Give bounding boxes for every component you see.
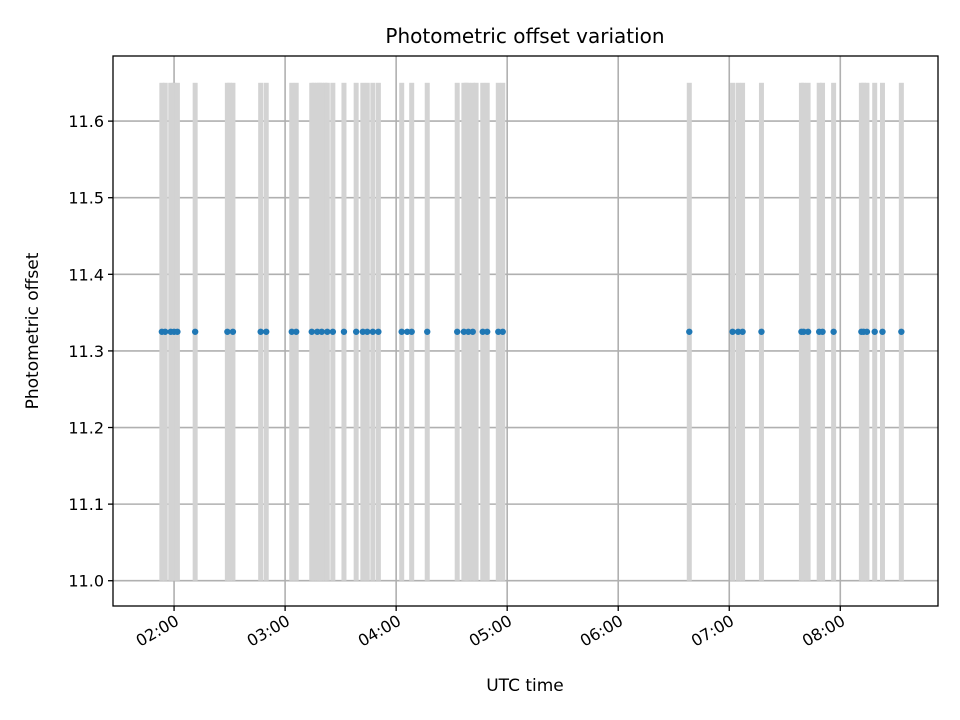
data-point [408,328,415,335]
y-axis-ticks: 11.0 11.1 11.2 11.3 11.4 11.5 11.6 [68,112,113,591]
data-point [871,328,878,335]
observation-band [473,82,479,581]
data-point [819,328,826,335]
y-tick-label: 11.3 [68,342,104,361]
data-point [483,328,491,335]
grid-lines [113,56,938,606]
data-point [224,328,231,335]
y-tick-label: 11.5 [68,189,104,208]
data-point [191,328,199,335]
observation-bands [159,82,904,581]
data-point [739,328,746,335]
y-tick-label: 11.0 [68,572,104,591]
data-point [758,328,765,335]
data-points [158,328,905,335]
data-point [465,328,472,335]
y-axis-label: Photometric offset [23,252,43,409]
data-point [288,328,295,335]
x-tick-label: 07:00 [688,611,737,651]
data-point [293,328,300,335]
y-tick-label: 11.1 [68,495,104,514]
x-axis-ticks: 02:00 03:00 04:00 05:00 06:00 07:00 08:00 [133,606,848,651]
data-point [729,328,736,335]
y-tick-label: 11.2 [68,419,104,438]
data-point [314,328,321,335]
data-point [369,328,377,335]
data-point [804,328,812,335]
data-point [308,328,315,335]
data-point [460,328,468,335]
x-tick-label: 02:00 [133,611,182,651]
data-point [479,328,486,335]
chart-title: Photometric offset variation [385,24,664,48]
data-point [161,328,169,335]
data-point [898,328,905,335]
data-point [495,328,502,335]
data-point [879,328,886,335]
data-point [229,328,237,335]
data-point [800,328,807,335]
data-point [263,328,270,335]
data-point [359,328,367,335]
data-point [686,328,693,335]
data-point [329,328,337,335]
data-point [404,328,411,335]
data-point [499,328,506,335]
x-tick-label: 05:00 [466,611,515,651]
data-point [375,328,382,335]
data-point [398,328,405,335]
x-tick-label: 04:00 [355,611,404,651]
data-point [364,328,371,335]
data-point [318,328,325,335]
data-point [830,328,837,335]
data-point [469,328,476,335]
x-tick-label: 06:00 [577,611,626,651]
x-axis-label: UTC time [486,676,564,696]
data-point [174,328,181,335]
x-tick-label: 08:00 [799,611,848,651]
data-point [340,328,348,335]
data-point [734,328,742,335]
data-point [257,328,264,335]
y-tick-label: 11.4 [68,265,104,284]
data-point [324,328,331,335]
data-point [454,328,461,335]
y-tick-label: 11.6 [68,112,104,131]
plot-frame [112,55,939,607]
data-point [863,328,871,335]
x-tick-label: 03:00 [244,611,293,651]
data-point [352,328,360,335]
data-point [424,328,431,335]
